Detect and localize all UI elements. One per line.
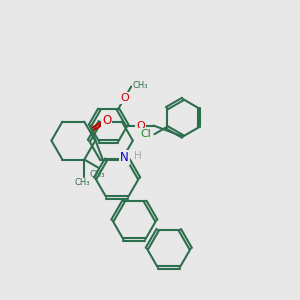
Text: CH₃: CH₃ (75, 178, 91, 188)
Text: O: O (136, 121, 145, 130)
Text: CH₃: CH₃ (133, 81, 148, 90)
Text: O: O (102, 114, 112, 127)
Text: CH₃: CH₃ (90, 170, 105, 179)
Text: H: H (134, 151, 142, 161)
Text: O: O (120, 93, 129, 103)
Text: Cl: Cl (140, 129, 151, 139)
Text: N: N (120, 151, 129, 164)
